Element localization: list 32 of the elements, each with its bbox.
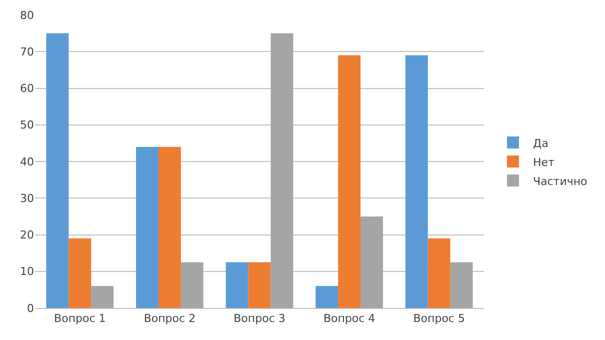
bar: [46, 33, 69, 308]
legend-label: Нет: [532, 156, 556, 169]
x-tick-label: Вопрос 2: [144, 312, 196, 326]
y-tick-label: 30: [20, 192, 34, 205]
legend-label: Да: [532, 136, 548, 150]
bar: [136, 146, 158, 308]
bar: [405, 55, 428, 308]
x-tick-label: Вопрос 5: [413, 312, 465, 326]
x-tick-label: Вопрос 3: [234, 312, 286, 326]
bar: [360, 216, 383, 308]
bar: [270, 33, 294, 308]
bar: [68, 238, 92, 308]
y-tick-label: 70: [20, 45, 34, 58]
bar: [226, 262, 248, 308]
y-tick-label: 20: [20, 228, 34, 242]
x-tick-label: Вопрос 1: [54, 312, 106, 326]
bar: [450, 262, 473, 308]
bar: [180, 262, 204, 308]
bar: [91, 286, 114, 308]
x-tick-label: Вопрос 4: [323, 312, 376, 326]
bar: [248, 262, 271, 308]
bar: [338, 55, 361, 308]
y-tick-label: 0: [27, 302, 34, 315]
y-tick-label: 10: [20, 265, 34, 278]
y-tick-label: 80: [20, 8, 34, 22]
y-tick-label: 40: [20, 155, 34, 168]
y-tick-label: 60: [20, 82, 34, 96]
bar: [158, 146, 181, 308]
bar: [316, 286, 338, 308]
y-tick-label: 50: [20, 118, 34, 132]
legend-label: Частично: [532, 174, 588, 188]
bar: [428, 238, 450, 308]
